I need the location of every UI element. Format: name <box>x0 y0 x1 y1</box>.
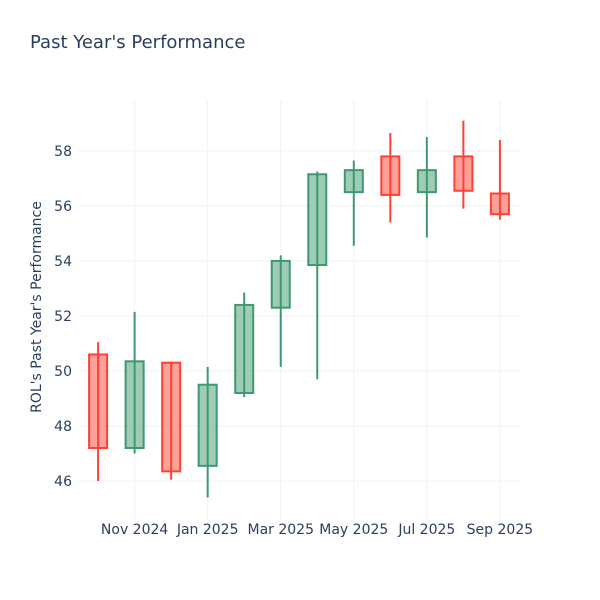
candle-body-down <box>161 361 182 473</box>
candle-body-up <box>307 173 328 267</box>
candle-body-down <box>380 155 401 196</box>
candle-may-2025[interactable] <box>343 160 364 246</box>
candle-body-down <box>489 192 510 216</box>
y-tick-label: 56 <box>54 199 72 215</box>
candle-body-up <box>343 169 364 194</box>
y-tick-label: 50 <box>54 364 72 380</box>
candle-body-up <box>234 303 255 394</box>
y-tick-label: 58 <box>54 144 72 160</box>
candle-feb-2025[interactable] <box>234 292 255 398</box>
x-tick-label: Nov 2024 <box>101 522 168 538</box>
y-tick-label: 48 <box>54 419 72 435</box>
y-axis-title: ROL's Past Year's Performance <box>29 201 45 413</box>
candle-body-up <box>124 360 145 449</box>
y-tick-label: 46 <box>54 474 72 490</box>
candle-apr-2025[interactable] <box>307 171 328 380</box>
candle-dec-2024[interactable] <box>161 361 182 480</box>
candle-body-up <box>197 383 218 467</box>
x-tick-label: May 2025 <box>319 522 388 538</box>
x-tick-label: Jan 2025 <box>176 522 239 538</box>
x-tick-label: Mar 2025 <box>247 522 314 538</box>
chart-title: Past Year's Performance <box>30 32 246 53</box>
x-tick-label: Jul 2025 <box>397 522 455 538</box>
candle-jul-2025[interactable] <box>416 137 437 238</box>
candle-jan-2025[interactable] <box>197 366 218 498</box>
candle-jun-2025[interactable] <box>380 133 401 223</box>
candle-mar-2025[interactable] <box>270 255 291 367</box>
candle-oct-2024[interactable] <box>88 342 109 481</box>
y-tick-label: 52 <box>54 309 72 325</box>
y-tick-label: 54 <box>54 254 72 270</box>
candle-body-up <box>416 169 437 194</box>
candle-nov-2024[interactable] <box>124 311 145 454</box>
x-tick-label: Sep 2025 <box>467 522 533 538</box>
candle-body-down <box>453 155 474 192</box>
candle-aug-2025[interactable] <box>453 120 474 209</box>
candle-sep-2025[interactable] <box>489 139 510 220</box>
candle-body-up <box>270 259 291 309</box>
candle-body-down <box>88 353 109 449</box>
